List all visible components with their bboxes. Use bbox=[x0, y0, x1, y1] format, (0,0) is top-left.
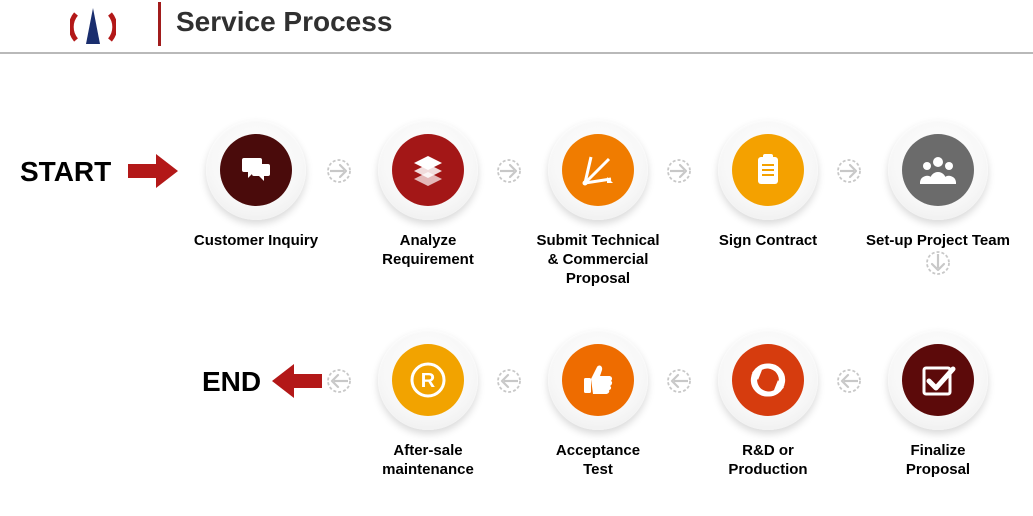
step-caption: After-sale maintenance bbox=[353, 442, 503, 480]
step-disc bbox=[718, 330, 818, 430]
step-disc bbox=[718, 120, 818, 220]
cycle-icon bbox=[732, 344, 804, 416]
step-caption: Sign Contract bbox=[693, 232, 843, 251]
process-diagram: START END Customer Inquiry Analyze Requirem… bbox=[0, 60, 1033, 516]
step-caption: Analyze Requirement bbox=[353, 232, 503, 270]
step-analyze-requirement: Analyze Requirement bbox=[353, 120, 503, 270]
arrow-right-icon bbox=[666, 158, 692, 184]
drafting-icon bbox=[562, 134, 634, 206]
svg-text:R: R bbox=[421, 370, 436, 392]
step-caption: Submit Technical & Commercial Proposal bbox=[523, 232, 673, 288]
header-rule bbox=[0, 52, 1033, 54]
clipboard-icon bbox=[732, 134, 804, 206]
header: Service Process bbox=[0, 6, 1033, 58]
chat-icon bbox=[220, 134, 292, 206]
arrow-down-icon bbox=[925, 250, 951, 276]
arrow-left-icon bbox=[666, 368, 692, 394]
team-icon bbox=[902, 134, 974, 206]
step-caption: Customer Inquiry bbox=[181, 232, 331, 251]
step-setup-team: Set-up Project Team bbox=[863, 120, 1013, 251]
title-separator bbox=[158, 2, 161, 46]
start-label: START bbox=[20, 156, 111, 188]
registered-icon: R bbox=[392, 344, 464, 416]
arrow-right-icon bbox=[836, 158, 862, 184]
step-submit-proposal: Submit Technical & Commercial Proposal bbox=[523, 120, 673, 288]
page-title: Service Process bbox=[176, 6, 392, 38]
arrow-right-icon bbox=[326, 158, 352, 184]
step-disc bbox=[888, 330, 988, 430]
step-sign-contract: Sign Contract bbox=[693, 120, 843, 251]
arrow-left-icon bbox=[496, 368, 522, 394]
step-acceptance-test: Acceptance Test bbox=[523, 330, 673, 480]
step-caption: Acceptance Test bbox=[523, 442, 673, 480]
arrow-right-icon bbox=[496, 158, 522, 184]
step-disc bbox=[548, 330, 648, 430]
step-disc: R bbox=[378, 330, 478, 430]
step-disc bbox=[548, 120, 648, 220]
start-arrow-icon bbox=[128, 154, 178, 188]
step-disc bbox=[378, 120, 478, 220]
step-disc bbox=[888, 120, 988, 220]
thumb-icon bbox=[562, 344, 634, 416]
arrow-left-icon bbox=[326, 368, 352, 394]
checkbox-icon bbox=[902, 344, 974, 416]
step-after-sale: R After-sale maintenance bbox=[353, 330, 503, 480]
step-caption: Finalize Proposal bbox=[863, 442, 1013, 480]
step-customer-inquiry: Customer Inquiry bbox=[181, 120, 331, 251]
step-finalize-proposal: Finalize Proposal bbox=[863, 330, 1013, 480]
layers-icon bbox=[392, 134, 464, 206]
step-caption: Set-up Project Team bbox=[863, 232, 1013, 251]
step-disc bbox=[206, 120, 306, 220]
end-arrow-icon bbox=[272, 364, 322, 398]
step-rnd-production: R&D or Production bbox=[693, 330, 843, 480]
arrow-left-icon bbox=[836, 368, 862, 394]
step-caption: R&D or Production bbox=[693, 442, 843, 480]
end-label: END bbox=[202, 366, 261, 398]
company-logo bbox=[70, 6, 116, 48]
